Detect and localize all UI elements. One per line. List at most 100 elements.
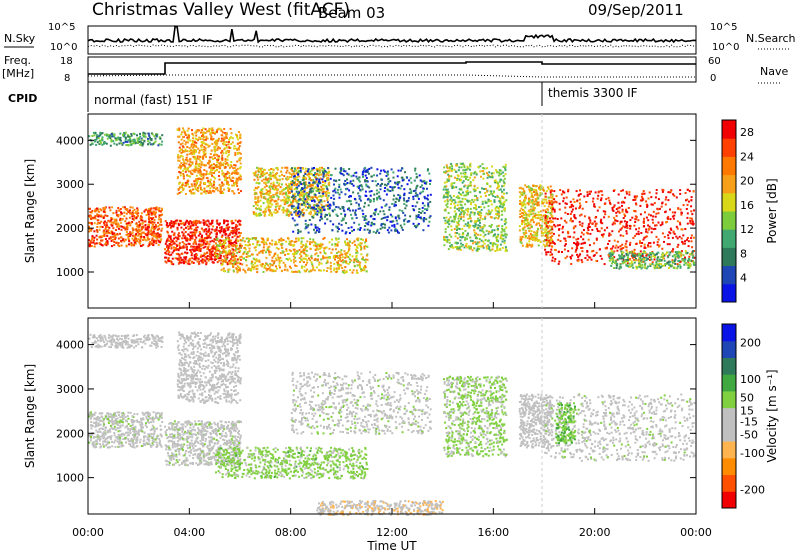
echo-cell	[176, 228, 179, 231]
echo-cell	[342, 168, 345, 171]
echo-cell	[307, 168, 310, 171]
echo-cell	[278, 238, 281, 241]
echo-cell	[487, 213, 490, 216]
echo-cell	[189, 239, 192, 242]
echo-cell	[257, 197, 260, 200]
echo-cell	[338, 183, 341, 186]
echo-cell	[227, 228, 230, 231]
echo-cell	[186, 146, 189, 148]
echo-cell	[252, 237, 255, 240]
echo-cell	[205, 170, 208, 173]
echo-cell	[213, 240, 215, 243]
echo-cell	[325, 214, 328, 216]
freq-label: Freq.	[4, 54, 31, 67]
echo-cell	[481, 163, 484, 166]
echo-cell	[254, 246, 257, 248]
echo-cell	[282, 239, 285, 242]
echo-cell	[175, 243, 178, 246]
echo-cell	[289, 168, 292, 171]
echo-cell	[334, 244, 337, 247]
echo-cell	[267, 180, 270, 183]
echo-cell	[343, 269, 346, 272]
echo-cell	[200, 259, 203, 262]
echo-cell	[127, 144, 129, 146]
echo-cell	[393, 186, 396, 188]
echo-cell	[166, 230, 169, 233]
echo-cell	[372, 198, 375, 200]
echo-cell	[314, 193, 317, 196]
echo-cell	[128, 235, 131, 237]
nave-tick-top: 60	[708, 56, 721, 67]
echo-cell	[281, 178, 284, 181]
echo-cell	[181, 142, 184, 145]
echo-cell	[269, 188, 272, 191]
echo-cell	[125, 231, 128, 233]
echo-cell	[235, 228, 238, 231]
echo-cell	[286, 184, 289, 187]
echo-cell	[297, 203, 300, 205]
echo-cell	[88, 135, 91, 138]
echo-cell	[488, 247, 491, 250]
echo-cell	[262, 202, 265, 205]
echo-cell	[234, 245, 237, 248]
echo-cell	[460, 217, 462, 220]
echo-cell	[347, 244, 350, 247]
echo-cell	[353, 240, 356, 243]
echo-cell	[171, 257, 174, 260]
echo-cell	[358, 266, 361, 269]
echo-cell	[115, 229, 117, 231]
echo-cell	[191, 192, 194, 195]
echo-cell	[191, 231, 194, 234]
echo-cell	[341, 267, 344, 269]
echo-cell	[458, 188, 461, 191]
echo-cell	[420, 212, 423, 214]
echo-cell	[302, 167, 304, 170]
echo-cell	[237, 142, 240, 145]
echo-cell	[266, 238, 269, 241]
echo-cell	[206, 234, 209, 237]
echo-cell	[352, 174, 355, 177]
echo-cell	[376, 230, 379, 233]
echo-cell	[127, 234, 130, 236]
echo-cell	[142, 231, 145, 234]
echo-cell	[136, 207, 139, 210]
echo-cell	[208, 173, 211, 175]
echo-cell	[216, 147, 219, 150]
echo-cell	[372, 217, 375, 220]
echo-cell	[194, 234, 196, 237]
echo-cell	[325, 246, 328, 249]
echo-cell	[365, 183, 368, 186]
echo-cell	[89, 211, 92, 214]
echo-cell	[333, 189, 336, 192]
echo-cell	[353, 261, 356, 264]
echo-cell	[148, 209, 151, 212]
echo-cell	[104, 133, 107, 136]
echo-cell	[492, 235, 495, 238]
echo-cell	[210, 252, 213, 255]
echo-cell	[295, 237, 298, 240]
echo-cell	[222, 139, 225, 142]
echo-cell	[347, 262, 350, 265]
echo-cell	[101, 132, 104, 135]
echo-cell	[392, 171, 395, 174]
echo-cell	[424, 197, 426, 200]
echo-cell	[227, 184, 230, 186]
echo-cell	[449, 245, 452, 248]
echo-cell	[293, 181, 295, 184]
echo-cell	[547, 196, 550, 199]
echo-cell	[293, 252, 296, 255]
echo-cell	[181, 164, 184, 167]
echo-cell	[467, 185, 470, 188]
echo-cell	[401, 228, 404, 231]
echo-cell	[321, 169, 324, 172]
echo-cell	[315, 212, 317, 215]
echo-cell	[494, 243, 497, 246]
echo-cell	[497, 240, 500, 243]
echo-cell	[137, 226, 140, 229]
echo-cell	[158, 215, 161, 218]
echo-cell	[201, 259, 204, 262]
echo-cell	[143, 210, 146, 213]
echo-cell	[177, 153, 180, 156]
echo-cell	[519, 195, 522, 198]
echo-cell	[125, 245, 128, 248]
